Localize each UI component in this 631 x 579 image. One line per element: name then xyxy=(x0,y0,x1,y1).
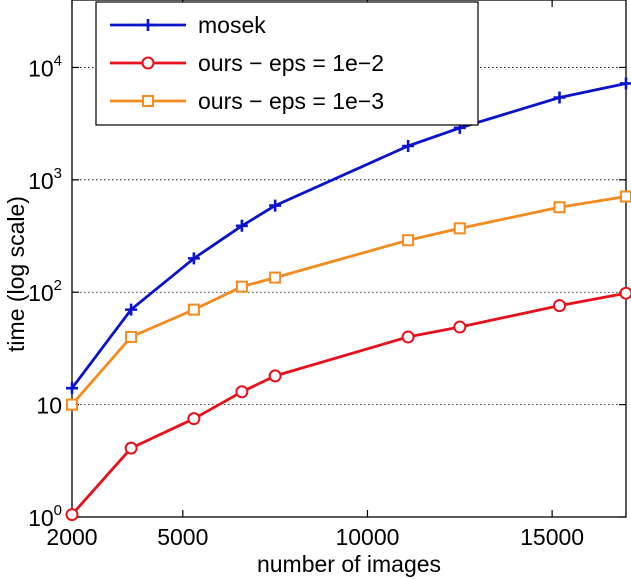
data-point xyxy=(235,385,249,399)
data-point xyxy=(553,91,566,104)
data-point xyxy=(187,303,200,316)
data-point xyxy=(187,412,201,426)
legend-label: mosek xyxy=(198,12,266,38)
legend-marker xyxy=(142,95,154,107)
y-tick-label: 104 xyxy=(28,52,62,81)
data-point xyxy=(235,219,248,232)
data-point xyxy=(269,271,282,284)
axis-ticks: 100 10 102 103 104 2000 5000 10000 15000 xyxy=(28,0,626,550)
data-point xyxy=(268,369,282,383)
data-point xyxy=(453,222,466,235)
data-series xyxy=(65,77,631,522)
legend: mosek ours − eps = 1e−2 ours − eps = 1e−3 xyxy=(95,1,479,126)
x-tick-label: 15000 xyxy=(520,524,584,550)
legend-entry: ours − eps = 1e−3 xyxy=(110,88,384,114)
data-point xyxy=(619,286,631,300)
data-point xyxy=(401,330,415,344)
x-tick-label: 10000 xyxy=(335,524,399,550)
legend-entry: mosek xyxy=(110,12,266,38)
data-point xyxy=(124,441,138,455)
x-tick-label: 2000 xyxy=(46,524,97,550)
y-tick-label: 100 xyxy=(28,502,62,531)
data-point xyxy=(553,201,566,214)
series-line xyxy=(70,195,627,406)
data-point xyxy=(553,299,567,313)
data-point xyxy=(402,234,415,247)
data-point xyxy=(620,77,631,90)
data-point xyxy=(402,139,415,152)
legend-label: ours − eps = 1e−3 xyxy=(198,88,384,114)
y-tick-label: 102 xyxy=(28,277,62,306)
legend-entry: ours − eps = 1e−2 xyxy=(110,50,384,76)
legend-marker xyxy=(141,56,155,70)
data-point xyxy=(620,190,631,203)
data-point xyxy=(187,252,200,265)
legend-marker xyxy=(142,19,154,31)
y-tick-label: 103 xyxy=(28,165,62,194)
data-point xyxy=(65,508,79,522)
x-axis-label: number of images xyxy=(257,551,441,577)
data-point xyxy=(453,320,467,334)
y-axis-label: time (log scale) xyxy=(3,196,29,352)
data-point xyxy=(235,280,248,293)
series-square xyxy=(66,190,631,411)
legend-label: ours − eps = 1e−2 xyxy=(198,50,384,76)
plot-frame xyxy=(71,0,627,518)
data-point xyxy=(66,382,78,395)
y-tick-label: 10 xyxy=(36,393,62,419)
data-point xyxy=(125,330,138,343)
data-point xyxy=(66,398,78,411)
series-line xyxy=(70,82,627,390)
data-point xyxy=(125,303,138,316)
data-point xyxy=(269,199,282,212)
series-circle xyxy=(65,286,631,522)
x-tick-label: 5000 xyxy=(157,524,208,550)
